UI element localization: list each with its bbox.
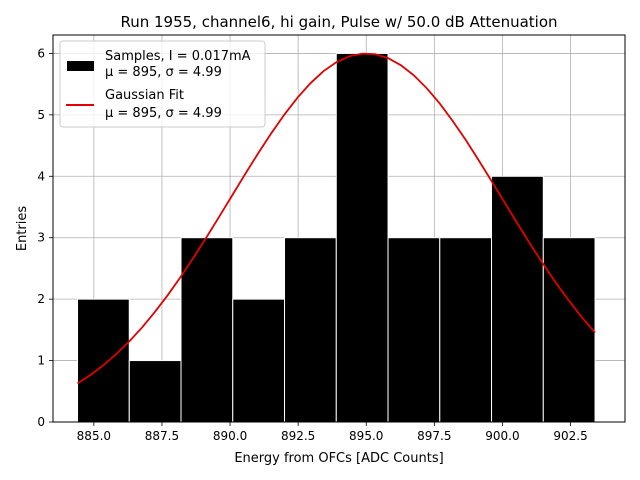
- plot-frame: [52, 34, 626, 423]
- y-tick-label: 5: [37, 108, 45, 122]
- x-tick-label: 885.0: [77, 429, 111, 443]
- x-tick-label: 900.0: [485, 429, 519, 443]
- histogram-bar: [335, 52, 389, 423]
- y-tick-label: 6: [37, 46, 45, 60]
- y-tick-label: 2: [37, 292, 45, 306]
- histogram-bar: [491, 175, 544, 423]
- y-tick-label: 4: [37, 169, 45, 183]
- x-tick-label: 890.0: [213, 429, 247, 443]
- legend-box: [59, 40, 266, 128]
- legend: Samples, I = 0.017mA μ = 895, σ = 4.99 G…: [59, 40, 266, 128]
- legend-label-samples: Samples, I = 0.017mA: [105, 49, 251, 64]
- legend-stats-fit: μ = 895, σ = 4.99: [105, 106, 222, 121]
- y-axis: 0 1 2 3 4 5 6: [37, 46, 53, 429]
- x-tick-label: 887.5: [145, 429, 179, 443]
- histogram-bar: [284, 237, 337, 423]
- legend-label-fit: Gaussian Fit: [105, 88, 184, 103]
- y-axis-label: Entries: [15, 206, 30, 252]
- y-tick-label: 1: [37, 354, 45, 368]
- gaussian-fit-curve: [77, 52, 596, 385]
- histogram-bar: [77, 298, 130, 423]
- fit-line-path: [77, 52, 596, 385]
- y-tick-label: 3: [37, 231, 45, 245]
- x-axis: 885.0 887.5 890.0 892.5 895.0 897.5 900.0 902.5: [77, 422, 588, 443]
- x-tick-label: 892.5: [281, 429, 315, 443]
- histogram-bars: [77, 52, 596, 423]
- histogram-bar: [439, 237, 493, 423]
- histogram-bar: [542, 237, 596, 423]
- x-axis-label: Energy from OFCs [ADC Counts]: [234, 451, 443, 466]
- histogram-bar: [232, 298, 286, 423]
- histogram-bar: [128, 360, 182, 423]
- legend-stats-samples: μ = 895, σ = 4.99: [105, 65, 222, 80]
- x-tick-label: 902.5: [553, 429, 587, 443]
- chart-title: Run 1955, channel6, hi gain, Pulse w/ 50…: [120, 13, 557, 31]
- y-tick-label: 0: [37, 415, 45, 429]
- histogram-bar: [387, 237, 441, 423]
- x-tick-label: 895.0: [349, 429, 383, 443]
- histogram-bar: [180, 237, 234, 423]
- x-tick-label: 897.5: [417, 429, 451, 443]
- legend-swatch-samples: [67, 61, 94, 71]
